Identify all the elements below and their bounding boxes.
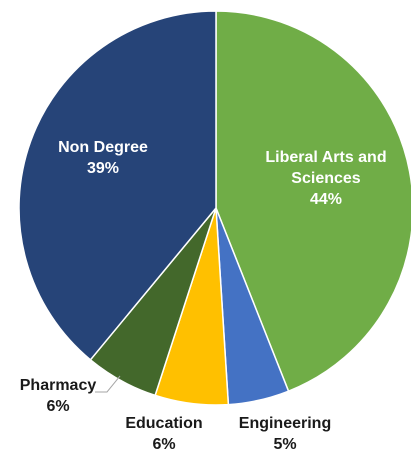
- category-label-engineering: Engineering: [239, 415, 331, 432]
- slice-non-degree: [18, 10, 217, 361]
- slice-liberal-arts-and-sciences: [215, 10, 411, 393]
- category-label-liberal-arts-and-sciences: Liberal Arts and: [265, 149, 386, 166]
- category-label-non-degree: Non Degree: [58, 139, 148, 156]
- category-label-liberal-arts-and-sciences: Sciences: [291, 170, 360, 187]
- pharmacy-leader-line: [95, 375, 121, 393]
- percent-label-education: 6%: [152, 436, 175, 453]
- percent-label-liberal-arts-and-sciences: 44%: [310, 191, 342, 208]
- category-label-education: Education: [125, 415, 202, 432]
- pie-slices: [18, 10, 411, 406]
- slice-labels: Liberal Arts and Sciences 44% Engineering 5%…: [20, 139, 387, 453]
- percent-label-pharmacy: 6%: [46, 398, 69, 415]
- category-label-pharmacy: Pharmacy: [20, 377, 97, 394]
- percent-label-engineering: 5%: [273, 436, 296, 453]
- percent-label-non-degree: 39%: [87, 160, 119, 177]
